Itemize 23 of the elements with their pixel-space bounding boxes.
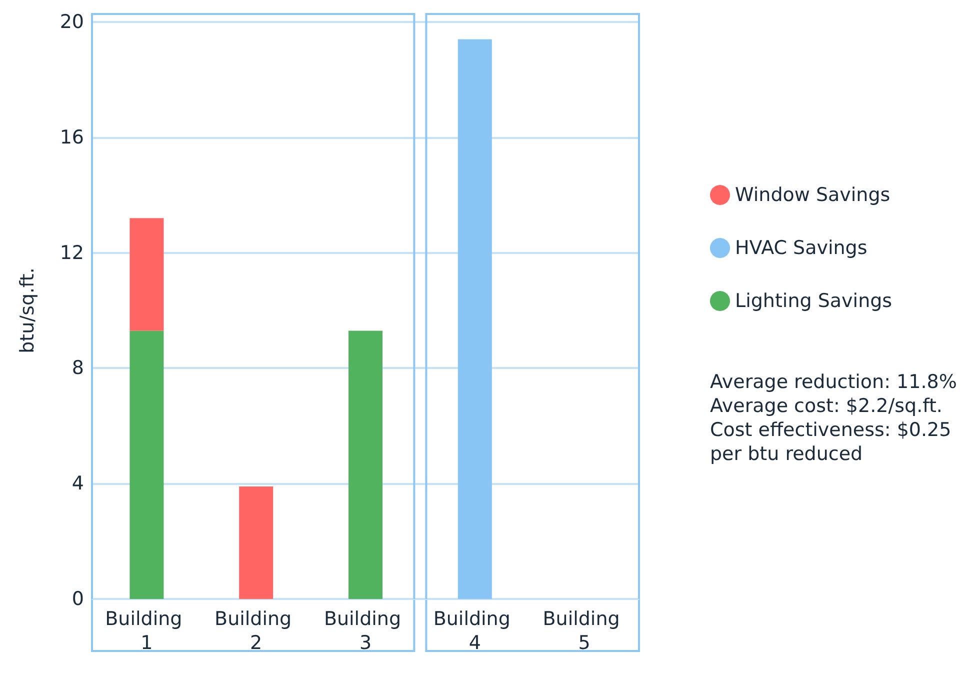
x-tick-label: Building 4 (433, 608, 516, 654)
text: Cost effectiveness: $0.25 per btu reduced (710, 418, 952, 466)
y-tick-label: 0 (72, 588, 84, 610)
y-tick-label: 8 (72, 357, 84, 380)
y-tick-label: 4 (72, 472, 84, 495)
x-tick-label: Building 2 (214, 608, 298, 654)
y-tick-label: 16 (60, 126, 84, 148)
bar (239, 486, 274, 599)
y-axis-title: btu/sq.ft. (16, 268, 38, 354)
bar (348, 330, 382, 599)
legend-label: HVAC Savings (735, 237, 868, 259)
legend-label: Lighting Savings (735, 290, 892, 312)
text: Average reduction: 11.8% (710, 370, 958, 394)
y-tick-label: 20 (60, 11, 84, 33)
text: Average cost: $2.2/sq.ft. (710, 394, 944, 418)
bar (130, 218, 164, 331)
x-tick-label: Building 5 (542, 608, 626, 654)
bar (130, 330, 164, 599)
x-tick-label: Building 3 (324, 608, 408, 654)
legend-label: Window Savings (735, 184, 890, 206)
bar (458, 39, 492, 599)
x-tick-label: Building 1 (105, 608, 188, 654)
y-tick-label: 12 (60, 242, 84, 264)
